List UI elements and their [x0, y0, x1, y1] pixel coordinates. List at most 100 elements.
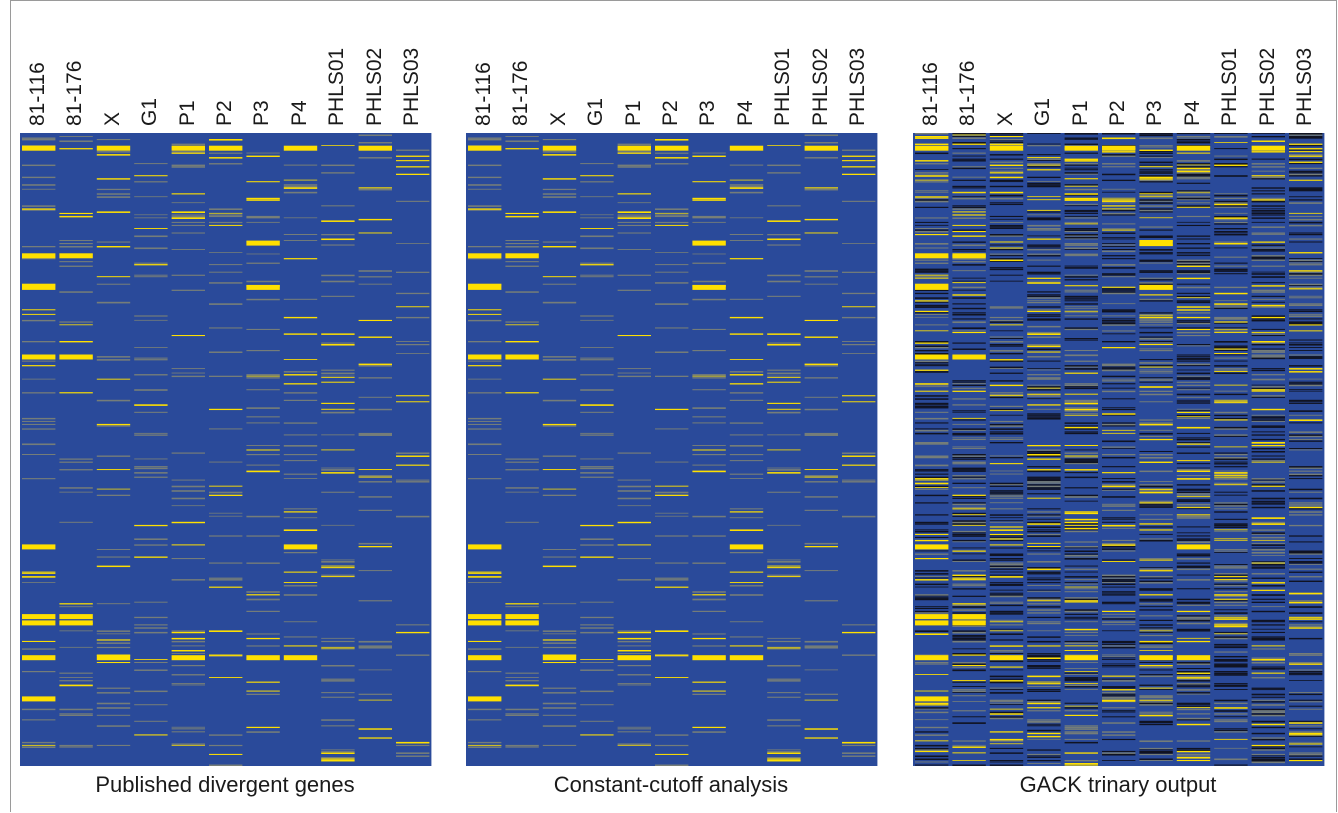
heatmap-cell	[468, 741, 502, 744]
heatmap-cell	[1027, 414, 1061, 416]
heatmap-cell	[1064, 741, 1098, 744]
heatmap-cell	[396, 271, 430, 273]
heatmap-cell	[1139, 155, 1173, 157]
heatmap-cell	[134, 274, 168, 276]
heatmap-cell	[952, 155, 986, 157]
heatmap-cell	[1176, 270, 1211, 272]
heatmap-cell	[729, 191, 764, 194]
heatmap-cell	[580, 734, 614, 736]
heatmap-cell	[1251, 417, 1285, 419]
heatmap-cell	[1139, 577, 1173, 579]
heatmap-cell	[952, 312, 986, 314]
heatmap-cell	[915, 200, 949, 203]
heatmap-cell	[1102, 267, 1136, 269]
heatmap-cell	[1139, 582, 1173, 584]
heatmap-cell	[1214, 529, 1248, 531]
heatmap-cell	[1214, 194, 1248, 197]
heatmap-cell	[1064, 460, 1098, 462]
heatmap-cell	[59, 461, 93, 463]
heatmap-cell	[1214, 228, 1248, 230]
heatmap-cell	[1064, 215, 1098, 217]
heatmap-cell	[729, 179, 764, 181]
heatmap-cell	[1064, 312, 1098, 314]
heatmap-cell	[915, 530, 949, 533]
heatmap-cell	[915, 137, 949, 139]
heatmap-cell	[1176, 301, 1211, 304]
heatmap-cell	[1289, 435, 1323, 438]
heatmap-cell	[952, 434, 986, 436]
heatmap-cell	[1176, 707, 1211, 709]
heatmap-cell	[1214, 175, 1248, 177]
heatmap-cell	[1027, 301, 1061, 304]
heatmap-cell	[1214, 707, 1248, 709]
heatmap-cell	[1289, 580, 1323, 582]
heatmap-cell	[989, 261, 1024, 262]
heatmap-cell	[767, 719, 801, 721]
heatmap-cell-divergent	[22, 696, 56, 702]
heatmap-cell	[915, 750, 949, 753]
heatmap-cell	[1064, 297, 1098, 299]
heatmap-cell	[1064, 431, 1098, 433]
heatmap-cell	[580, 601, 614, 603]
heatmap-cell	[209, 264, 243, 266]
heatmap-cell	[134, 476, 168, 478]
heatmap-cell	[804, 363, 838, 366]
heatmap-cell	[842, 155, 876, 157]
heatmap-cell	[655, 586, 689, 588]
heatmap-cell	[1102, 274, 1136, 276]
heatmap-cell	[1027, 164, 1061, 166]
heatmap-cell	[1214, 371, 1248, 372]
heatmap-cell	[22, 319, 56, 322]
heatmap-cell	[1064, 597, 1098, 599]
heatmap-cell	[134, 432, 168, 434]
heatmap-cell	[580, 217, 614, 219]
heatmap-cell	[505, 324, 539, 326]
heatmap-panel-constant-cutoff: 81-116 81-176 X G1 P1 P2 P3 P4 PHLS01 PHLS02 PHLS0…	[466, 0, 878, 813]
heatmap-cell	[1027, 369, 1061, 371]
heatmap-cell	[1289, 324, 1323, 326]
heatmap-cell	[96, 702, 131, 705]
heatmap-cell	[1102, 151, 1136, 153]
heatmap-cell	[1102, 549, 1136, 550]
heatmap-cell	[321, 402, 355, 404]
heatmap-cell	[358, 188, 392, 191]
heatmap-cell	[842, 479, 876, 481]
heatmap-cell	[1214, 716, 1248, 718]
heatmap-cell	[1102, 542, 1136, 545]
heatmap-cell	[617, 630, 651, 632]
heatmap-cell	[655, 764, 689, 766]
heatmap-cell	[729, 374, 764, 376]
heatmap-panel-gack: 81-116 81-176 X G1 P1 P2 P3 P4 PHLS01 PHLS02 PHLS0…	[913, 0, 1325, 813]
heatmap-cell	[1176, 475, 1211, 477]
heatmap-cell	[171, 684, 205, 686]
heatmap-cell	[1064, 425, 1098, 427]
heatmap-cell	[915, 395, 949, 397]
heatmap-cell	[1289, 148, 1323, 150]
heatmap-cell	[1102, 496, 1136, 498]
heatmap-cell	[1289, 568, 1323, 570]
heatmap-cell	[1102, 546, 1136, 547]
heatmap-cell	[915, 289, 949, 292]
heatmap-cell	[209, 494, 243, 496]
column-label: P4	[1180, 100, 1204, 126]
heatmap-cell	[1064, 601, 1098, 603]
heatmap-cell	[1251, 677, 1285, 679]
heatmap-cell	[96, 399, 131, 402]
heatmap-cell	[952, 570, 986, 572]
heatmap-cell	[358, 232, 392, 234]
heatmap-cell	[1176, 402, 1211, 404]
heatmap-cell	[1064, 229, 1098, 231]
heatmap-cell	[505, 215, 539, 218]
heatmap-cell	[1176, 261, 1211, 263]
heatmap-cell	[1214, 434, 1248, 436]
heatmap-cell	[1064, 586, 1098, 588]
heatmap-cell	[59, 321, 93, 323]
heatmap-cell	[468, 341, 502, 343]
heatmap-cell	[989, 438, 1024, 440]
heatmap-cell	[1102, 601, 1136, 604]
heatmap-cell	[1289, 535, 1323, 537]
heatmap-cell	[1027, 360, 1061, 362]
heatmap-cell	[96, 707, 131, 709]
heatmap-cell	[915, 583, 949, 586]
heatmap-cell	[1064, 674, 1098, 675]
